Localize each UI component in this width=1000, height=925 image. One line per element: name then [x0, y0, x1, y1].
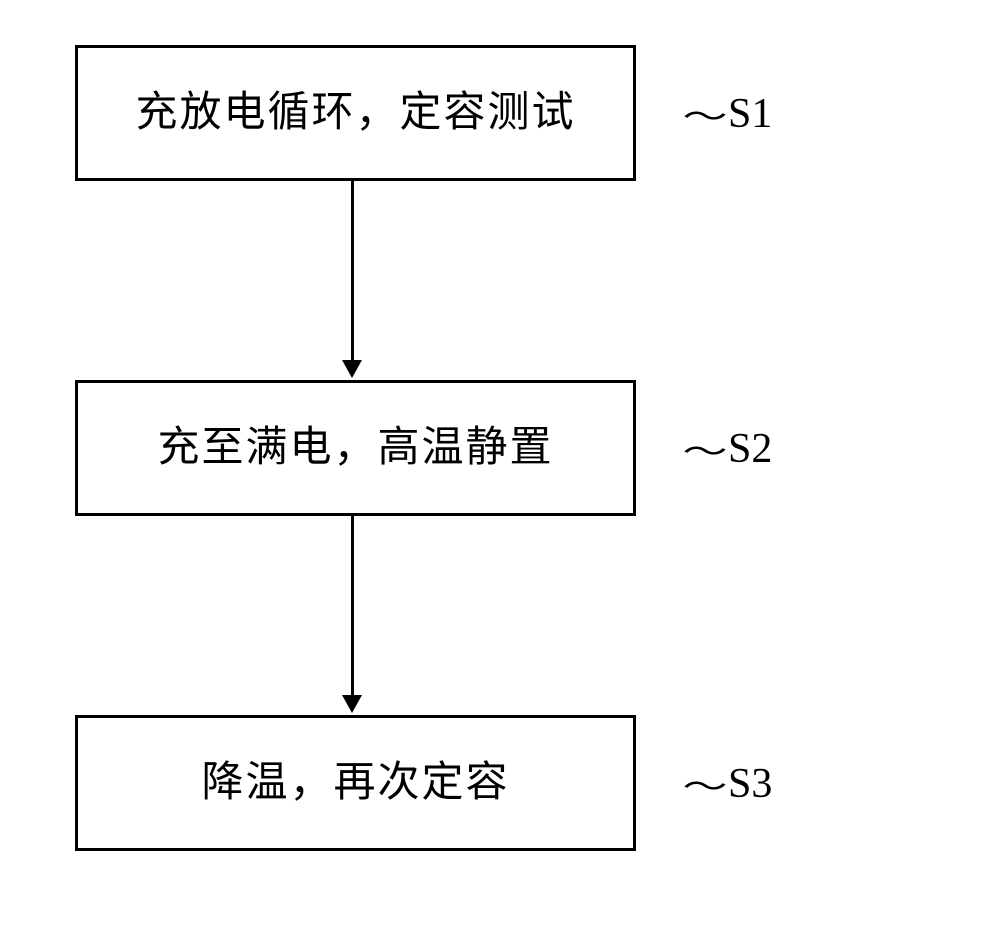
step-label-text-s1: S1 — [728, 90, 772, 138]
step-text-s1: 充放电循环，定容测试 — [135, 88, 575, 138]
step-label-s3: 〜 S3 — [690, 760, 772, 808]
arrow-line-2 — [351, 513, 354, 695]
step-box-s1: 充放电循环，定容测试 — [75, 45, 636, 181]
arrow-head-2 — [342, 695, 362, 713]
arrow-line-1 — [351, 178, 354, 360]
step-label-text-s2: S2 — [728, 425, 772, 473]
step-text-s3: 降温，再次定容 — [201, 758, 509, 808]
step-label-text-s3: S3 — [728, 760, 772, 808]
connector-tilde-s3: 〜 — [683, 762, 728, 806]
step-text-s2: 充至满电，高温静置 — [157, 423, 553, 473]
connector-tilde-s2: 〜 — [683, 427, 728, 471]
step-label-s2: 〜 S2 — [690, 425, 772, 473]
connector-tilde-s1: 〜 — [683, 92, 728, 136]
step-label-s1: 〜 S1 — [690, 90, 772, 138]
flowchart-container: 充放电循环，定容测试 〜 S1 充至满电，高温静置 〜 S2 降温，再次定容 〜… — [0, 40, 1000, 925]
step-box-s3: 降温，再次定容 — [75, 715, 636, 851]
step-box-s2: 充至满电，高温静置 — [75, 380, 636, 516]
arrow-head-1 — [342, 360, 362, 378]
